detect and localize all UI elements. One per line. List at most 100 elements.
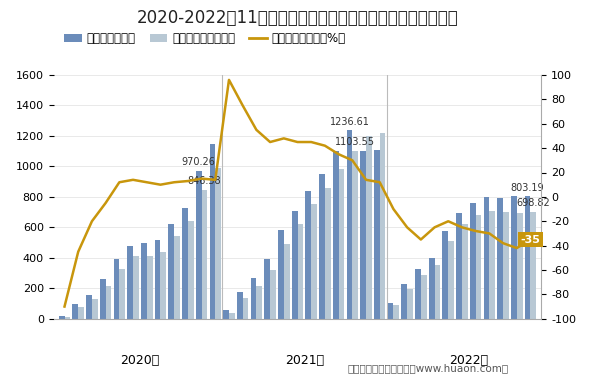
Bar [202, 190, 207, 319]
Bar [78, 308, 84, 319]
Bar [73, 304, 78, 319]
商品房销售增速（%） [417, 237, 424, 242]
商品房销售增速（%） [198, 176, 205, 181]
商品房销售增速（%） [486, 231, 493, 236]
Bar [106, 286, 111, 319]
Bar [215, 168, 221, 319]
Text: 1103.55: 1103.55 [335, 137, 375, 147]
Bar [284, 244, 290, 319]
Bar [92, 299, 98, 319]
Bar [443, 231, 448, 319]
商品房销售增速（%） [74, 249, 82, 254]
商品房销售增速（%） [253, 128, 260, 132]
Bar [511, 196, 517, 319]
商品房销售增速（%） [239, 103, 246, 108]
Bar [407, 289, 413, 319]
商品房销售增速（%） [308, 140, 315, 144]
Bar [250, 278, 256, 319]
商品房销售增速（%） [527, 237, 534, 242]
Bar [278, 230, 284, 319]
商品房销售增速（%） [143, 180, 151, 184]
Bar [86, 295, 92, 319]
Bar [174, 236, 180, 319]
Bar [256, 286, 262, 319]
商品房销售增速（%） [116, 180, 123, 184]
Bar [415, 269, 421, 319]
Bar [470, 203, 475, 319]
商品房销售增速（%） [500, 241, 507, 246]
商品房销售增速（%） [458, 225, 465, 230]
商品房销售增速（%） [212, 178, 219, 182]
Text: 2020-2022年11月新疆房地产商品住宅及商品住宅现房销售额: 2020-2022年11月新疆房地产商品住宅及商品住宅现房销售额 [137, 9, 458, 27]
Bar [237, 292, 243, 319]
Bar [127, 246, 133, 319]
商品房销售增速（%） [88, 219, 95, 224]
Text: 1236.61: 1236.61 [330, 117, 369, 126]
Bar [393, 305, 399, 319]
Bar [352, 151, 358, 319]
Text: 846.38: 846.38 [187, 176, 221, 186]
Bar [434, 266, 440, 319]
Bar [421, 274, 427, 319]
商品房销售增速（%） [513, 246, 521, 250]
商品房销售增速（%） [335, 152, 342, 156]
Bar [114, 260, 120, 319]
Bar [196, 171, 202, 319]
商品房销售增速（%） [349, 158, 356, 163]
Bar [366, 136, 372, 319]
Bar [380, 133, 386, 319]
Bar [517, 213, 522, 319]
Bar [147, 255, 152, 319]
Bar [503, 212, 509, 319]
Bar [161, 252, 166, 319]
Bar [319, 174, 325, 319]
Bar [388, 303, 393, 319]
Legend: 商品房（亿元）, 商品房住宅（亿元）, 商品房销售增速（%）: 商品房（亿元）, 商品房住宅（亿元）, 商品房销售增速（%） [60, 27, 350, 50]
Bar [305, 191, 311, 319]
Bar [497, 198, 503, 319]
Bar [333, 151, 339, 319]
Bar [168, 224, 174, 319]
Text: 698.82: 698.82 [516, 198, 550, 208]
Bar [346, 130, 352, 319]
Text: 2021年: 2021年 [285, 354, 324, 367]
Text: 2022年: 2022年 [449, 354, 488, 367]
商品房销售增速（%） [267, 140, 274, 144]
Bar [243, 298, 249, 319]
Bar [311, 204, 317, 319]
商品房销售增速（%） [444, 219, 452, 224]
Bar [462, 224, 468, 319]
商品房销售增速（%） [390, 207, 397, 212]
Bar [264, 259, 270, 319]
商品房销售增速（%） [362, 178, 369, 182]
Text: 2020年: 2020年 [120, 354, 159, 367]
Bar [120, 269, 125, 319]
Bar [456, 213, 462, 319]
Bar [525, 196, 531, 319]
商品房销售增速（%） [376, 180, 383, 184]
商品房销售增速（%） [280, 136, 287, 141]
Bar [141, 243, 147, 319]
Text: -35: -35 [521, 234, 540, 244]
Bar [325, 188, 331, 319]
Bar [133, 256, 139, 319]
商品房销售增速（%） [472, 229, 479, 233]
Bar [209, 144, 215, 319]
商品房销售增速（%） [102, 201, 109, 205]
商品房销售增速（%） [321, 144, 328, 148]
商品房销售增速（%） [226, 78, 233, 82]
Bar [270, 270, 276, 319]
Bar [374, 150, 380, 319]
Bar [292, 211, 298, 319]
Bar [298, 224, 303, 319]
Line: 商品房销售增速（%）: 商品房销售增速（%） [64, 80, 531, 307]
Text: 803.19: 803.19 [511, 183, 544, 193]
Bar [64, 317, 70, 319]
商品房销售增速（%） [157, 183, 164, 187]
Bar [484, 197, 489, 319]
Bar [531, 212, 536, 319]
Bar [155, 240, 161, 319]
Text: 制图：华经产业研究院（www.huaon.com）: 制图：华经产业研究院（www.huaon.com） [348, 363, 509, 373]
Bar [188, 221, 193, 319]
商品房销售增速（%） [403, 225, 411, 230]
